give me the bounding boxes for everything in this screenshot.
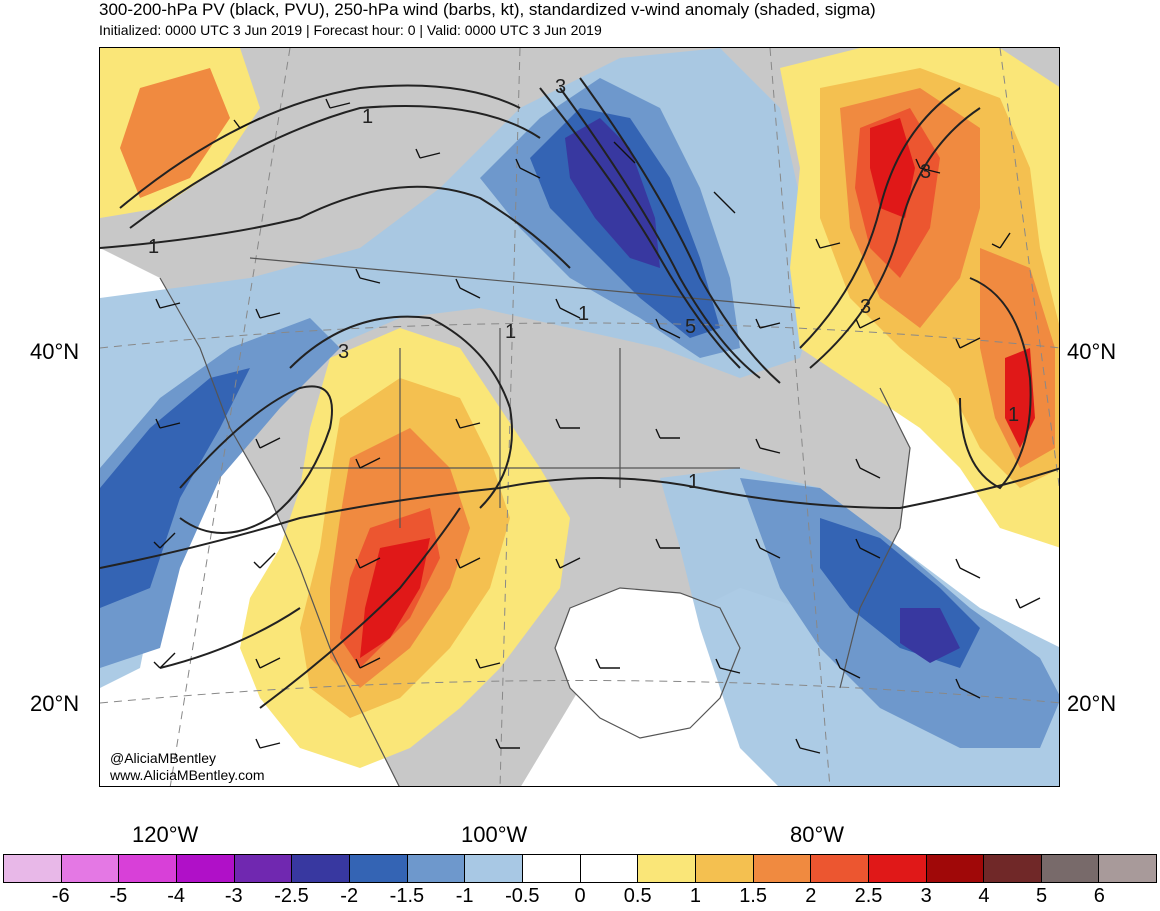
credit-handle: @AliciaMBentley <box>110 750 217 766</box>
colorbar-swatch <box>695 855 754 882</box>
colorbar-tick-label: 2.5 <box>854 885 883 907</box>
map-title: 300-200-hPa PV (black, PVU), 250-hPa win… <box>99 0 876 19</box>
lat-label-right: 20°N <box>1067 691 1117 716</box>
anomaly-pos-12 <box>360 538 430 658</box>
colorbar-tick-label: -6 <box>51 885 70 907</box>
colorbar-swatch <box>1041 855 1100 882</box>
colorbar-swatch <box>176 855 235 882</box>
boundaries <box>159 257 911 786</box>
colorbar-tick-label: -0.5 <box>505 885 540 907</box>
colorbar-swatch <box>638 855 696 882</box>
colorbar-swatch <box>407 855 466 882</box>
colorbar-swatch <box>465 855 523 882</box>
anomaly-pos-9 <box>120 68 230 198</box>
colorbar-tick-label: -3 <box>224 885 243 907</box>
colorbar-swatch <box>580 855 639 882</box>
pv-contours <box>100 77 1059 709</box>
colorbar-tick-label: 1.5 <box>739 885 767 907</box>
colorbar-tick-label: 0.5 <box>623 885 652 907</box>
colorbar-swatch <box>868 855 927 882</box>
anomaly-neg-4 <box>100 318 340 668</box>
colorbar-tick-label: 6 <box>1093 885 1105 907</box>
weather-map: 3 1 1 3 1 5 3 1 1 1 3 <box>99 47 1060 787</box>
colorbar-tick-label: 1 <box>689 885 701 907</box>
wind-barbs <box>153 98 1041 754</box>
lat-label-left: 40°N <box>30 339 80 364</box>
graticule <box>100 48 1059 786</box>
colorbar-tick-label: 3 <box>920 885 932 907</box>
lon-label: 80°W <box>790 822 845 847</box>
lon-label: 100°W <box>461 822 528 847</box>
contour-label: 1 <box>148 236 159 258</box>
contour-label: 3 <box>920 161 931 183</box>
colorbar-swatch <box>984 855 1042 882</box>
contour-label: 5 <box>685 316 696 338</box>
colorbar-swatch <box>522 855 581 882</box>
anomaly-pos-14 <box>1005 348 1035 448</box>
map-subtitle: Initialized: 0000 UTC 3 Jun 2019 | Forec… <box>99 22 602 38</box>
contour-label: 3 <box>338 341 349 363</box>
anomaly-neg-8 <box>100 368 250 608</box>
contour-label: 1 <box>362 106 373 128</box>
colorbar-tick-label: -1.5 <box>389 885 425 907</box>
colorbar-tick-label: -1 <box>455 885 474 907</box>
contour-label: 1 <box>505 321 516 343</box>
colorbar-tick-label: -4 <box>167 885 185 907</box>
credit-url: www.AliciaMBentley.com <box>110 767 265 783</box>
anomaly-neg-10 <box>900 608 960 663</box>
colorbar-tick-label: -2.5 <box>274 885 309 907</box>
colorbar-swatch <box>926 855 985 882</box>
lat-label-left: 20°N <box>30 691 80 716</box>
colorbar-tick-label: 5 <box>1036 885 1048 907</box>
lon-label: 120°W <box>132 822 199 847</box>
colorbar-tick-label: 4 <box>978 885 990 907</box>
contour-label: 1 <box>688 471 699 493</box>
colorbar-swatch <box>1099 855 1157 882</box>
contour-label: 3 <box>860 296 871 318</box>
colorbar-swatch <box>4 855 62 882</box>
anomaly-neg-9 <box>565 118 660 268</box>
colorbar-tick-label: -2 <box>340 885 359 907</box>
colorbar-swatch <box>119 855 177 882</box>
contour-label: 1 <box>578 303 589 325</box>
lat-label-right: 40°N <box>1067 339 1117 364</box>
colorbar-swatch <box>753 855 812 882</box>
contour-label: 3 <box>555 76 566 98</box>
colorbar-tick-label: 2 <box>805 885 817 907</box>
colorbar-tick-label: 0 <box>574 885 586 907</box>
gulf-of-mexico <box>555 588 740 738</box>
colorbar-tick-label: -5 <box>109 885 128 907</box>
contour-label: 1 <box>1008 404 1019 426</box>
colorbar <box>3 854 1157 883</box>
map-canvas: 3 1 1 3 1 5 3 1 1 1 3 <box>100 48 1059 786</box>
colorbar-swatch <box>811 855 869 882</box>
colorbar-swatch <box>61 855 120 882</box>
colorbar-swatch <box>234 855 293 882</box>
colorbar-swatch <box>292 855 350 882</box>
colorbar-swatch <box>349 855 408 882</box>
